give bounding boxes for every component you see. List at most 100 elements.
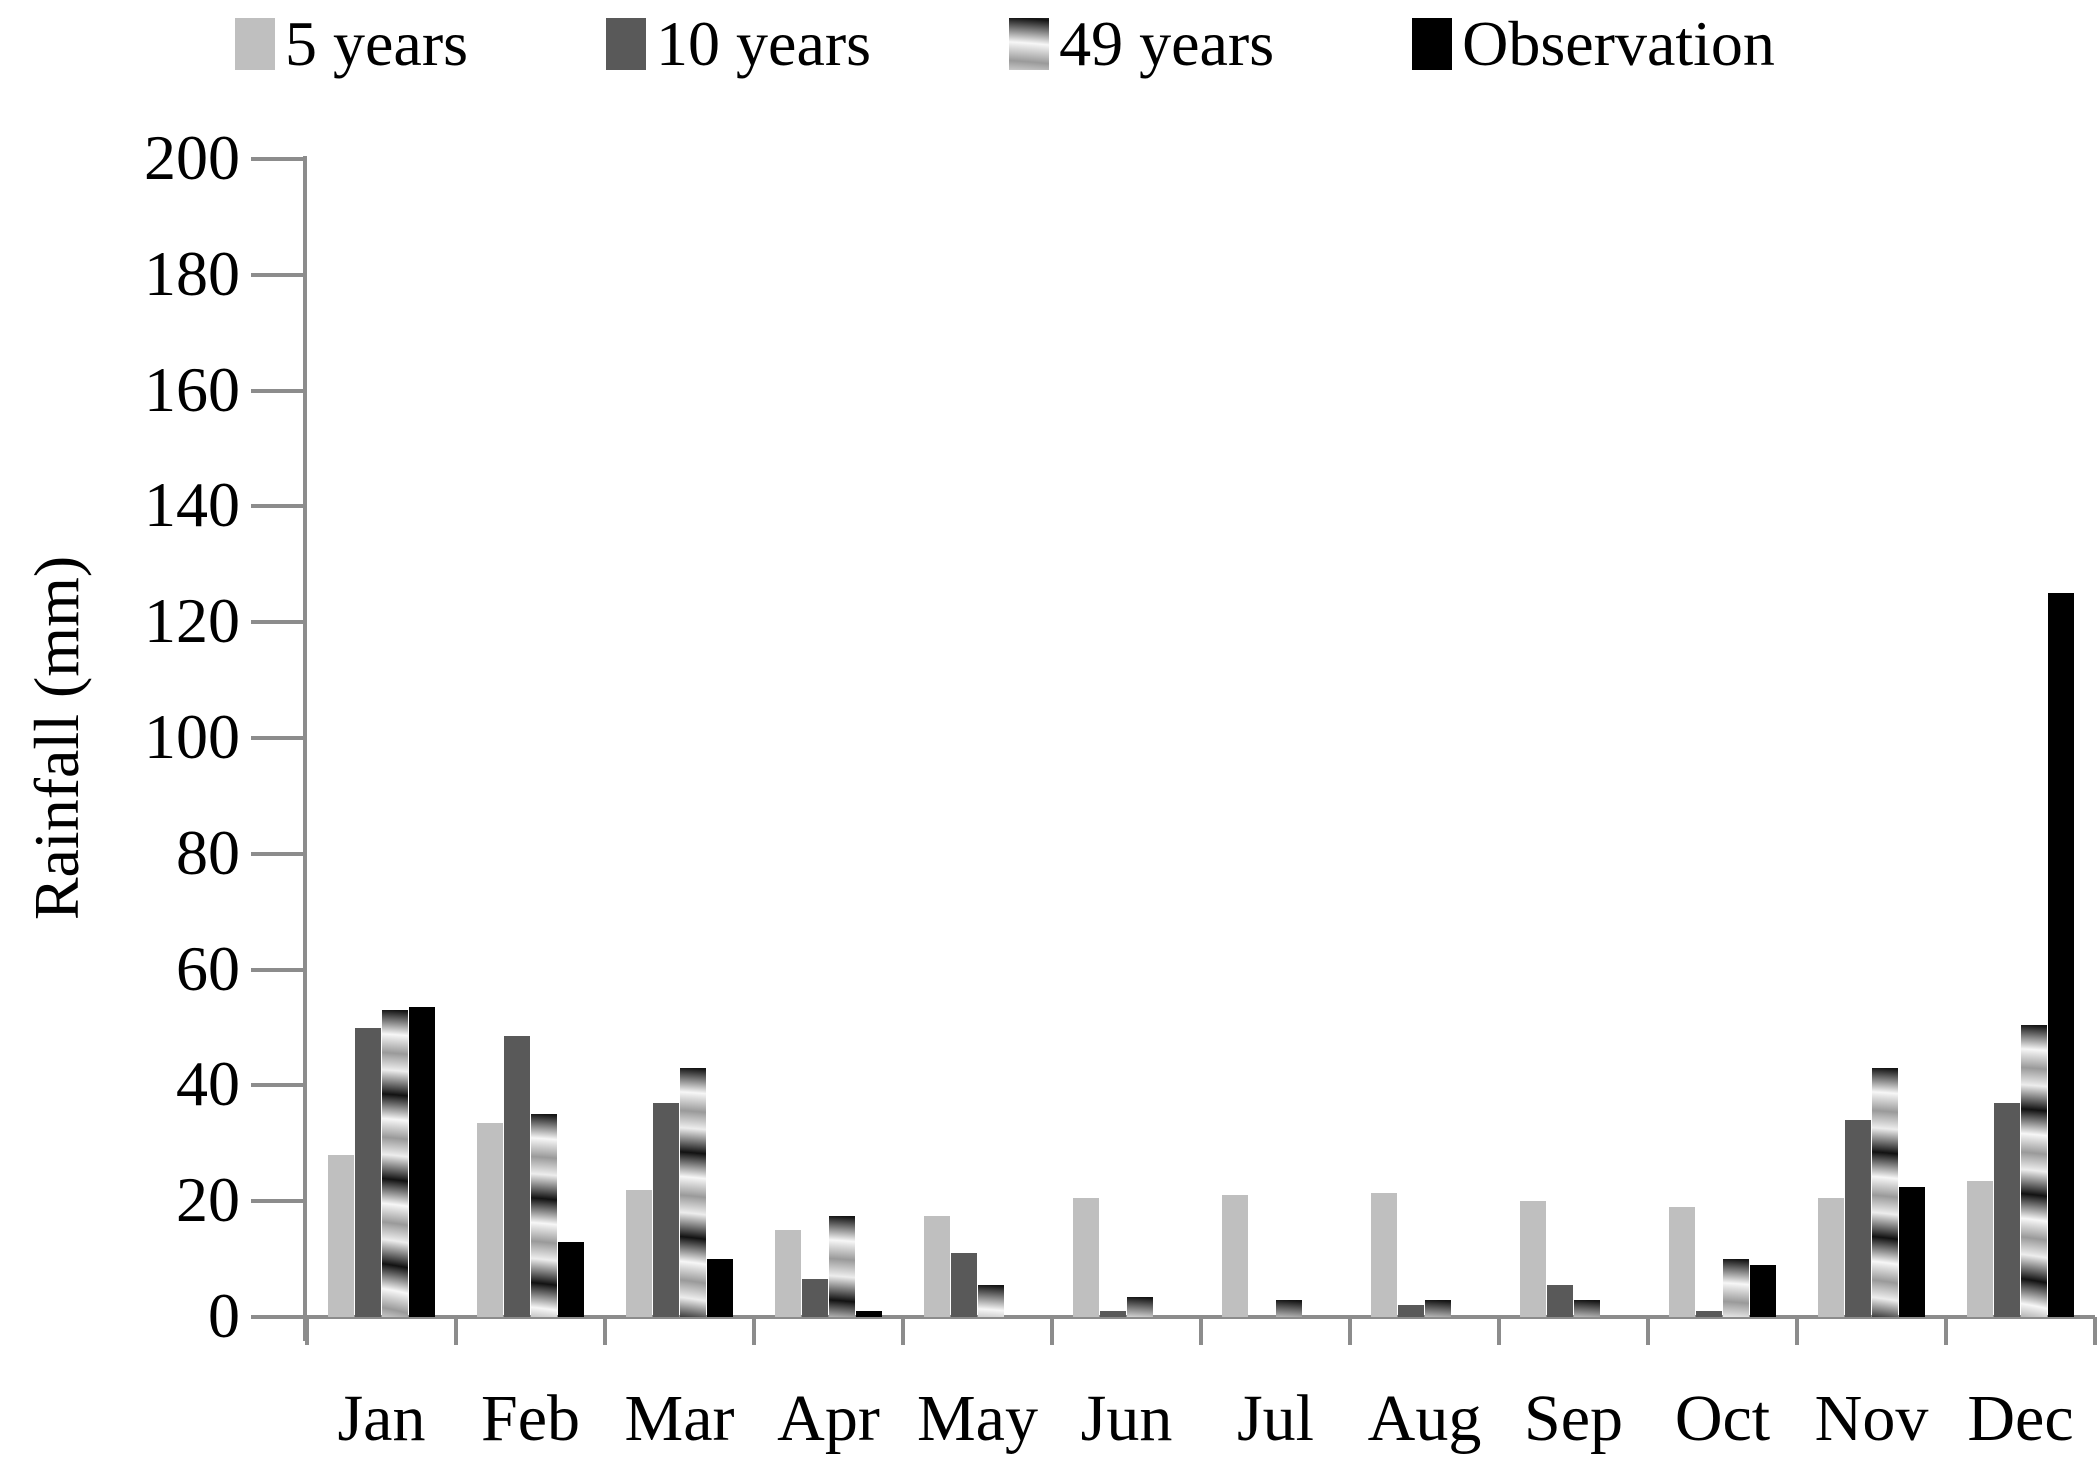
y-tick-label-180: 180	[144, 237, 240, 309]
x-label-Oct: Oct	[1674, 1382, 1771, 1455]
x-label-Sep: Sep	[1524, 1382, 1623, 1455]
bar-10-years-Dec	[1993, 1102, 2020, 1317]
y-tick	[251, 620, 307, 625]
y-tick-label-200: 200	[144, 122, 240, 193]
x-tick	[305, 1317, 309, 1345]
bar-49-years-Aug	[1424, 1299, 1451, 1317]
bar-5-years-Sep	[1519, 1201, 1546, 1317]
y-tick	[251, 736, 307, 740]
bar-5-years-Jul	[1221, 1195, 1248, 1317]
x-tick	[454, 1317, 458, 1345]
x-tick	[1795, 1317, 1799, 1345]
legend-item-49-years: 49 years	[1009, 12, 1274, 76]
bar-5-years-Oct	[1668, 1206, 1695, 1317]
legend-item-10-years: 10 years	[606, 12, 871, 76]
bar-49-years-Jul	[1275, 1299, 1302, 1317]
chart-legend: 5 years 10 years 49 years Observation	[235, 12, 1775, 76]
legend-swatch-Observation	[1412, 18, 1453, 70]
x-tick	[1646, 1317, 1650, 1345]
y-axis-title: Rainfall (mm)	[21, 555, 92, 921]
bar-49-years-Jan	[381, 1010, 408, 1317]
legend-item-5-years: 5 years	[235, 12, 468, 76]
x-label-Aug: Aug	[1367, 1382, 1482, 1455]
x-label-Mar: Mar	[624, 1382, 735, 1455]
legend-swatch-10-years	[606, 18, 647, 70]
y-tick-label-140: 140	[144, 469, 240, 541]
bar-10-years-May	[950, 1253, 977, 1317]
x-tick	[2093, 1317, 2097, 1345]
legend-label-10-years: 10 years	[656, 8, 872, 79]
legend-label-Observation: Observation	[1462, 8, 1775, 79]
legend-swatch-5-years	[235, 18, 275, 70]
y-tick-label-40: 40	[176, 1048, 240, 1120]
bar-Observation-Nov	[1898, 1186, 1925, 1317]
y-tick-label-80: 80	[176, 816, 240, 888]
y-tick-label-160: 160	[144, 353, 240, 425]
x-axis-line	[251, 1315, 2095, 1319]
bar-10-years-Jan	[354, 1027, 381, 1317]
x-tick	[1348, 1317, 1352, 1345]
bar-10-years-Aug	[1397, 1305, 1424, 1317]
bar-5-years-Jun	[1072, 1198, 1099, 1317]
bar-Observation-Mar	[706, 1259, 733, 1317]
bar-Observation-Apr	[855, 1311, 882, 1317]
bar-49-years-Feb	[530, 1114, 557, 1317]
y-tick-label-120: 120	[144, 585, 240, 657]
legend-label-49-years: 49 years	[1059, 8, 1275, 79]
x-label-Jan: Jan	[337, 1382, 426, 1455]
legend-swatch-49-years	[1009, 18, 1050, 70]
x-tick	[752, 1317, 756, 1345]
y-tick	[251, 1083, 307, 1088]
x-label-Jul: Jul	[1236, 1382, 1315, 1455]
y-tick	[251, 967, 307, 972]
bar-5-years-Jan	[327, 1154, 354, 1317]
y-tick-label-60: 60	[176, 932, 240, 1004]
x-tick	[1944, 1317, 1948, 1345]
x-label-Feb: Feb	[481, 1382, 580, 1455]
bar-10-years-Sep	[1546, 1285, 1573, 1317]
y-axis-line	[303, 156, 307, 1341]
bar-10-years-Mar	[652, 1102, 679, 1317]
x-tick	[603, 1317, 607, 1345]
x-tick	[1497, 1317, 1501, 1345]
bar-Observation-Jan	[408, 1007, 435, 1317]
bar-5-years-May	[923, 1215, 950, 1317]
bar-49-years-Dec	[2020, 1024, 2047, 1317]
bar-49-years-Jun	[1126, 1296, 1153, 1317]
bar-Observation-Dec	[2047, 593, 2074, 1317]
bar-10-years-Jun	[1099, 1311, 1126, 1317]
bar-49-years-Sep	[1573, 1299, 1600, 1317]
y-tick-label-20: 20	[176, 1164, 240, 1236]
bar-49-years-May	[977, 1285, 1004, 1317]
bar-49-years-Nov	[1871, 1068, 1898, 1317]
bar-Observation-Feb	[557, 1241, 584, 1317]
x-label-May: May	[917, 1382, 1038, 1455]
bar-5-years-Apr	[774, 1230, 801, 1317]
y-tick	[251, 1199, 307, 1204]
y-tick	[251, 272, 307, 277]
bar-5-years-Feb	[476, 1123, 503, 1317]
x-label-Dec: Dec	[1967, 1382, 2074, 1455]
bar-5-years-Aug	[1370, 1192, 1397, 1317]
legend-item-Observation: Observation	[1412, 12, 1775, 76]
x-tick	[901, 1317, 905, 1345]
legend-label-5-years: 5 years	[285, 8, 469, 79]
y-tick	[251, 504, 307, 509]
bar-5-years-Dec	[1966, 1180, 1993, 1317]
y-tick-label-0: 0	[208, 1280, 240, 1351]
x-tick	[1050, 1317, 1054, 1345]
bar-49-years-Oct	[1722, 1259, 1749, 1317]
bar-10-years-Nov	[1844, 1120, 1871, 1317]
bar-5-years-Nov	[1817, 1198, 1844, 1317]
y-tick	[251, 388, 307, 393]
bar-10-years-Oct	[1695, 1311, 1722, 1317]
x-label-Nov: Nov	[1814, 1382, 1929, 1455]
bar-Observation-Oct	[1749, 1264, 1776, 1317]
y-tick	[251, 157, 307, 161]
bar-10-years-Apr	[801, 1279, 828, 1317]
x-label-Apr: Apr	[777, 1382, 880, 1455]
y-tick	[251, 851, 307, 856]
bar-49-years-Apr	[828, 1215, 855, 1317]
bar-10-years-Feb	[503, 1036, 530, 1317]
